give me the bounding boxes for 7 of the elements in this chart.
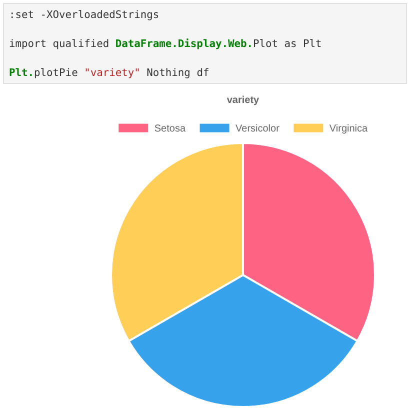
text: :set -XOverloadedStrings bbox=[9, 9, 160, 21]
legend-label: Virginica bbox=[329, 124, 368, 134]
legend-label: Versicolor bbox=[236, 124, 280, 134]
text: Plt.plotPie "variety" Nothing df bbox=[9, 67, 210, 79]
text: import qualified DataFrame.Display.Web.Plot as Plt bbox=[9, 38, 322, 50]
legend-label: Setosa bbox=[154, 124, 186, 134]
chart-title: variety bbox=[226, 95, 260, 106]
